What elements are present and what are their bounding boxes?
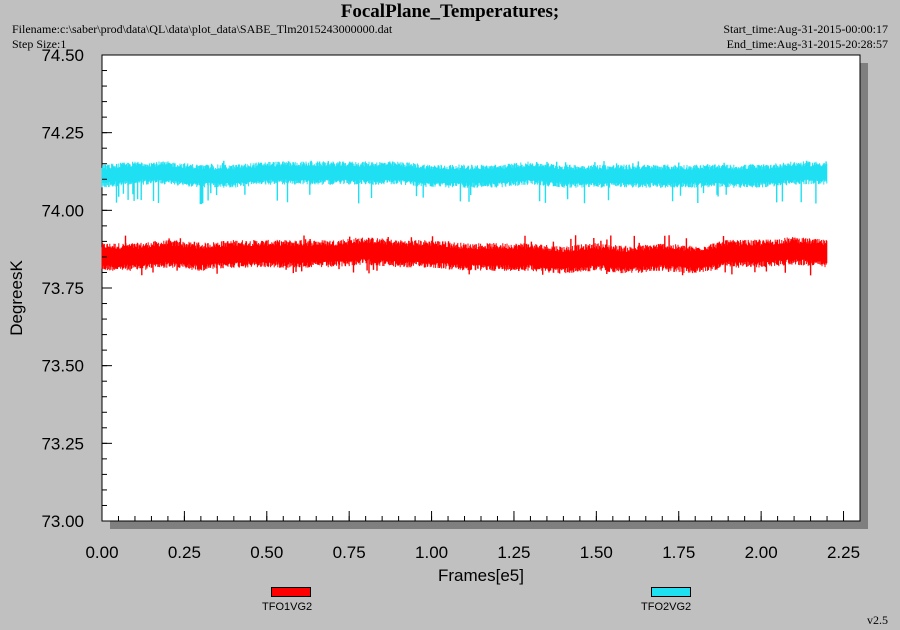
x-tick-label: 0.75 (333, 543, 366, 562)
plot-area (101, 54, 861, 522)
y-tick-label: 74.25 (41, 124, 84, 143)
y-tick-label: 74.50 (41, 46, 84, 65)
x-tick-label: 1.75 (662, 543, 695, 562)
chart-title: FocalPlane_Temperatures; (340, 1, 560, 22)
y-tick-label: 73.25 (41, 434, 84, 453)
x-tick-label: 0.50 (250, 543, 283, 562)
x-tick-label: 1.25 (497, 543, 530, 562)
x-tick-label: 0.25 (168, 543, 201, 562)
end-time-label: End_time:Aug-31-2015-20:28:57 (726, 37, 888, 51)
x-tick-label: 0.00 (85, 543, 118, 562)
x-tick-label: 2.25 (827, 543, 860, 562)
x-axis-label: Frames[e5] (438, 566, 524, 585)
series-layer (101, 160, 828, 276)
legend-label-tfo1vg2: TFO1VG2 (262, 601, 313, 613)
y-tick-label: 73.00 (41, 512, 84, 531)
legend-swatch-tfo1vg2 (271, 587, 311, 597)
legend-swatch-tfo2vg2 (651, 587, 691, 597)
series-excursions (115, 160, 827, 204)
x-tick-label: 1.50 (580, 543, 613, 562)
ticks-layer: 73.00 73.25 73.50 73.75 74.00 74.25 74.50 0.00 0… (41, 46, 861, 562)
start-time-label: Start_time:Aug-31-2015-00:00:17 (723, 22, 888, 36)
step-size-label: Step Size:1 (12, 37, 67, 51)
y-tick-label: 74.00 (41, 201, 84, 220)
version-label: v2.5 (867, 613, 888, 627)
filename-label: Filename:c:\saber\prod\data\QL\data\plot… (12, 22, 393, 36)
series-line (102, 249, 828, 262)
series-tfo2vg2 (101, 160, 828, 205)
y-axis-label: DegreesK (7, 260, 26, 336)
series-line (101, 172, 827, 178)
x-tick-label: 2.00 (745, 543, 778, 562)
series-tfo1vg2 (101, 235, 828, 276)
series-excursions (124, 235, 813, 276)
legend-label-tfo2vg2: TFO2VG2 (641, 601, 692, 613)
y-tick-label: 73.50 (41, 357, 84, 376)
y-tick-label: 73.75 (41, 279, 84, 298)
x-tick-label: 1.00 (415, 543, 448, 562)
